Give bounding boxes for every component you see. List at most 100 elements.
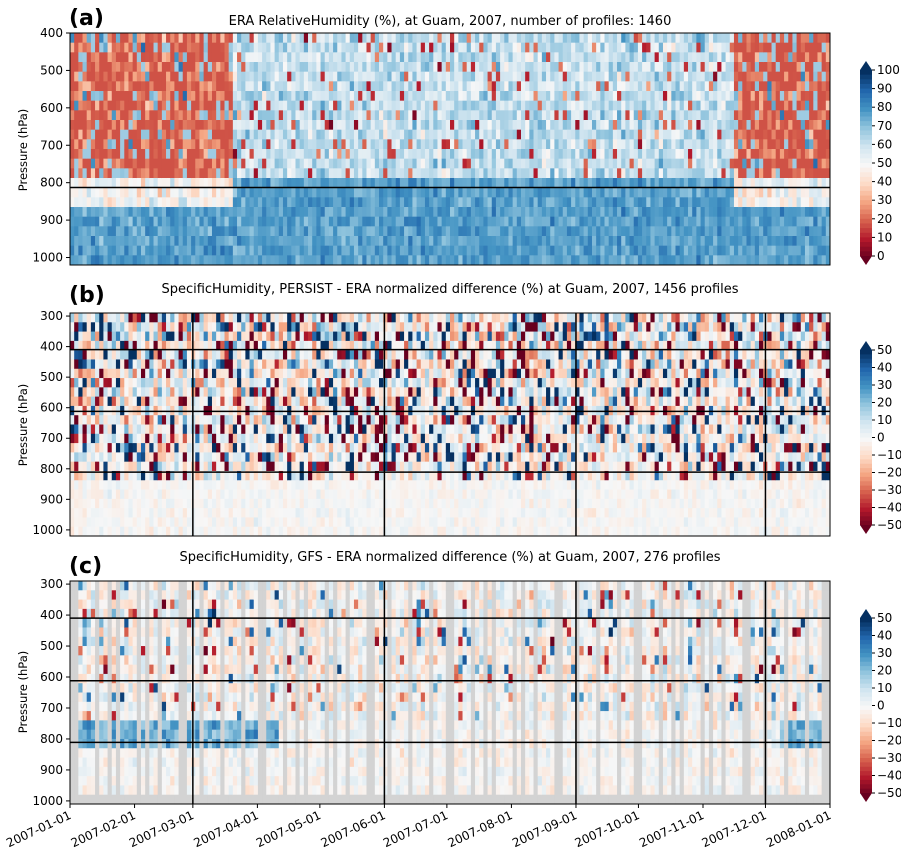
heatmap-cell (704, 42, 710, 53)
heatmap-cell (266, 158, 271, 169)
heatmap-cell (270, 81, 276, 92)
heatmap-cell (633, 187, 639, 198)
heatmap-cell (128, 245, 134, 256)
heatmap-cell (775, 52, 781, 63)
heatmap-cell (420, 33, 426, 44)
heatmap-cell (328, 245, 334, 256)
heatmap-cell (186, 187, 192, 198)
heatmap-cell (207, 110, 213, 121)
heatmap-cell (149, 255, 154, 266)
heatmap-cell (370, 178, 376, 189)
heatmap-cell (153, 480, 159, 490)
heatmap-cell (320, 236, 326, 247)
heatmap-cell (111, 443, 117, 453)
heatmap-cell (424, 236, 430, 247)
heatmap-cell (483, 120, 488, 131)
heatmap-cell (86, 359, 92, 370)
heatmap-cell (571, 110, 576, 121)
heatmap-cell (70, 508, 75, 518)
heatmap-cell (90, 168, 96, 179)
heatmap-cell (391, 62, 397, 73)
heatmap-cell (366, 110, 372, 121)
heatmap-cell (391, 158, 397, 169)
heatmap-cell (182, 226, 188, 237)
heatmap-cell (433, 236, 438, 247)
heatmap-cell (295, 178, 301, 189)
heatmap-cell (537, 168, 543, 179)
heatmap-cell (779, 168, 785, 179)
heatmap-cell (604, 139, 610, 150)
heatmap-cell (136, 91, 142, 102)
heatmap-cell (166, 129, 171, 140)
heatmap-cell (608, 52, 614, 63)
heatmap-cell (662, 62, 668, 73)
heatmap-cell (395, 216, 401, 227)
heatmap-cell (128, 226, 134, 237)
heatmap-cell (713, 81, 718, 92)
heatmap-cell (466, 207, 472, 218)
heatmap-cell (792, 42, 797, 53)
heatmap-cell (420, 42, 426, 53)
heatmap-cell (391, 216, 397, 227)
heatmap-cell (245, 168, 250, 179)
heatmap-cell (120, 461, 125, 472)
heatmap-cell (750, 236, 756, 247)
heatmap-cell (408, 71, 413, 82)
heatmap-cell (291, 62, 296, 73)
heatmap-cell (132, 517, 138, 528)
heatmap-cell (128, 498, 134, 509)
heatmap-cell (683, 71, 689, 82)
heatmap-cell (157, 433, 163, 444)
heatmap-cell (742, 110, 747, 121)
heatmap-cell (558, 226, 564, 237)
heatmap-cell (115, 368, 121, 379)
heatmap-cell (591, 178, 597, 189)
heatmap-cell (220, 236, 225, 247)
heatmap-cell (90, 508, 96, 518)
heatmap-cell (136, 433, 142, 444)
heatmap-cell (537, 149, 543, 160)
heatmap-cell (571, 168, 576, 179)
heatmap-cell (566, 100, 572, 111)
heatmap-cell (241, 236, 246, 247)
heatmap-cell (500, 236, 505, 247)
heatmap-cell (99, 81, 104, 92)
heatmap-cell (662, 52, 668, 63)
heatmap-cell (99, 178, 104, 189)
heatmap-cell (813, 129, 818, 140)
heatmap-cell (140, 81, 146, 92)
heatmap-cell (692, 255, 697, 266)
heatmap-cell (145, 52, 150, 63)
heatmap-cell (82, 226, 88, 237)
heatmap-cell (257, 187, 263, 198)
heatmap-cell (157, 350, 163, 360)
heatmap-cell (228, 236, 234, 247)
heatmap-cell (466, 197, 472, 208)
heatmap-cell (738, 100, 743, 111)
heatmap-cell (658, 91, 664, 102)
heatmap-cell (800, 110, 806, 121)
heatmap-cell (387, 33, 392, 44)
heatmap-cell (95, 443, 100, 453)
heatmap-cell (754, 158, 760, 169)
heatmap-cell (537, 236, 543, 247)
heatmap-cell (245, 236, 250, 247)
heatmap-cell (128, 187, 134, 198)
heatmap-cell (278, 42, 284, 53)
heatmap-cell (149, 236, 154, 247)
heatmap-cell (312, 226, 317, 237)
heatmap-cell (771, 158, 777, 169)
heatmap-cell (132, 415, 138, 425)
heatmap-cell (450, 245, 455, 256)
heatmap-cell (266, 168, 271, 179)
heatmap-cell (625, 139, 630, 150)
heatmap-cell (70, 396, 75, 407)
heatmap-cell (784, 187, 789, 198)
heatmap-cell (211, 81, 217, 92)
heatmap-cell (771, 255, 777, 266)
heatmap-cell (145, 424, 150, 435)
heatmap-cell (383, 226, 388, 237)
heatmap-cell (270, 42, 276, 53)
heatmap-cell (662, 197, 668, 208)
heatmap-cell (120, 526, 125, 537)
